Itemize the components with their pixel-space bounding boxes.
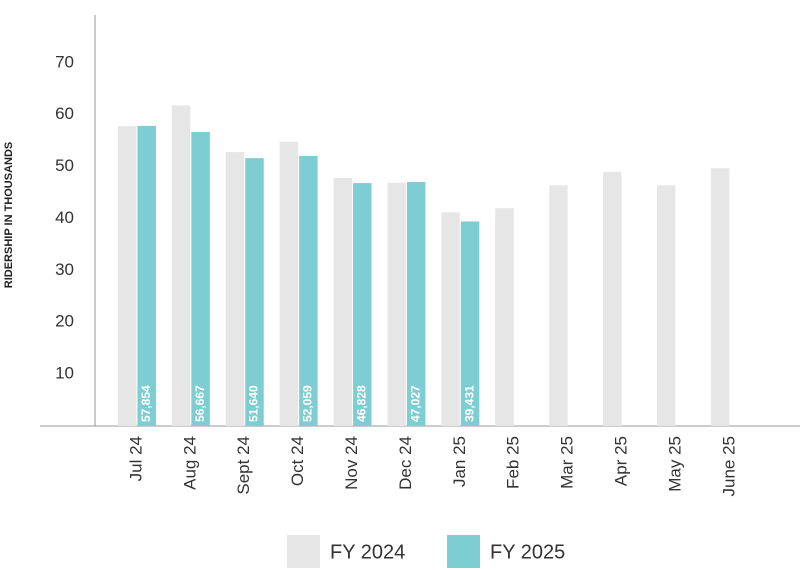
x-tick-label: Dec 24 <box>396 436 415 490</box>
bar <box>387 182 406 426</box>
bar <box>406 182 426 426</box>
data-label: 39,431 <box>462 385 476 422</box>
legend-label: FY 2024 <box>330 541 405 563</box>
x-tick-label: June 25 <box>719 436 738 497</box>
bar <box>549 185 568 426</box>
y-tick-label: 10 <box>55 364 74 383</box>
bar <box>171 105 191 426</box>
data-label: 47,027 <box>408 385 422 422</box>
bar <box>441 212 460 426</box>
x-tick-label: Aug 24 <box>180 436 199 490</box>
x-tick-label: Sept 24 <box>234 436 253 495</box>
data-label: 51,640 <box>247 385 261 422</box>
legend-swatch <box>287 535 320 568</box>
data-label: 57,854 <box>139 385 153 422</box>
bar <box>137 125 156 426</box>
bar <box>603 171 622 426</box>
y-tick-label: 50 <box>55 156 74 175</box>
legend-swatch <box>447 535 480 568</box>
data-label: 56,667 <box>193 385 207 422</box>
y-tick-label: 30 <box>55 260 74 279</box>
bar <box>299 155 318 426</box>
x-tick-label: Jan 25 <box>450 436 469 487</box>
x-tick-label: Oct 24 <box>288 436 307 486</box>
data-label: 52,059 <box>301 385 315 422</box>
x-tick-label: Jul 24 <box>126 436 145 481</box>
bar <box>245 158 264 426</box>
bar <box>353 183 372 426</box>
bar <box>333 178 353 426</box>
x-tick-label: May 25 <box>665 436 684 492</box>
x-tick-label: Mar 25 <box>558 436 577 489</box>
bar <box>191 132 210 427</box>
x-tick-label: Nov 24 <box>342 436 361 490</box>
bar <box>279 141 299 426</box>
y-tick-label: 20 <box>55 312 74 331</box>
legend-label: FY 2025 <box>490 541 565 563</box>
bar <box>460 221 480 426</box>
y-tick-label: 60 <box>55 104 74 123</box>
bar <box>656 185 676 426</box>
bar <box>495 208 514 426</box>
x-tick-label: Apr 25 <box>612 436 631 486</box>
y-tick-label: 40 <box>55 208 74 227</box>
x-tick-label: Feb 25 <box>504 436 523 489</box>
bar <box>117 126 137 426</box>
y-tick-label: 70 <box>55 52 74 71</box>
bar <box>225 152 245 426</box>
y-axis-title: RIDERSHIP IN THOUSANDS <box>3 142 15 288</box>
bar <box>710 168 730 426</box>
data-label: 46,828 <box>354 385 368 422</box>
